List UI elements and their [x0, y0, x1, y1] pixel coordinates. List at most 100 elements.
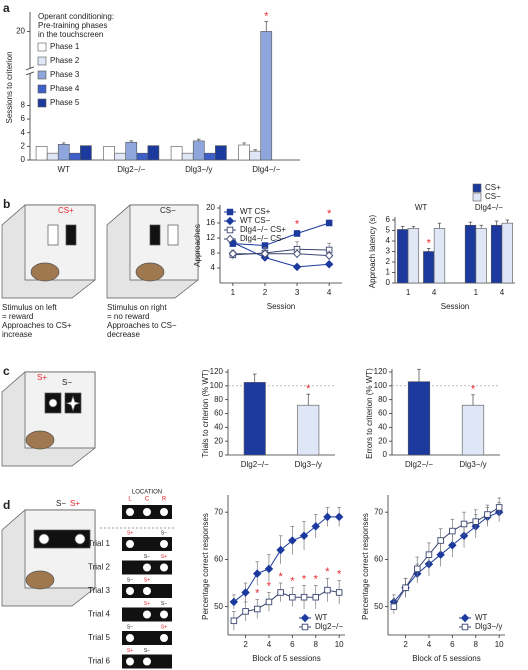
- location-title: LOCATION: [132, 490, 162, 496]
- y-axis-label: Trials to criterion (% WT): [201, 369, 210, 457]
- y-tick-label: 60: [378, 409, 387, 418]
- marker: [324, 260, 334, 269]
- marker: [289, 593, 296, 601]
- panel-label: b: [3, 197, 10, 211]
- stimulus-icon: [160, 540, 168, 548]
- panel-label: d: [3, 498, 10, 512]
- trial-strip: [122, 537, 172, 551]
- y-tick-label: 20: [16, 27, 25, 36]
- y-tick-label: 1: [386, 268, 391, 277]
- y-axis-label: Sessions to criterion: [5, 51, 14, 123]
- y-tick-label: 60: [214, 409, 223, 418]
- trial-stimulus-label: S+: [127, 648, 133, 654]
- bar: [57, 144, 70, 161]
- y-tick-label: 50: [374, 602, 383, 611]
- series-line: [233, 589, 340, 622]
- stimulus-label: S+: [70, 499, 80, 508]
- significance-label: *: [302, 573, 307, 585]
- marker: [264, 564, 274, 574]
- x-tick-label: 3: [295, 288, 300, 297]
- axis-break: [25, 66, 35, 71]
- bar: [490, 224, 503, 284]
- stimulus-icon: [143, 657, 151, 666]
- stimulus-icon: [126, 508, 134, 516]
- stimulus-label: S−: [56, 499, 66, 508]
- series-line: [232, 253, 330, 257]
- legend-label: Dlg2−/−: [315, 622, 343, 631]
- y-tick-label: 4: [21, 128, 26, 137]
- stimulus-icon: [126, 634, 134, 642]
- significance-label: *: [471, 384, 476, 396]
- trial-stimulus-label: S+: [144, 601, 150, 607]
- bar: [114, 152, 127, 161]
- x-axis-label: Block of 5 sessions: [412, 654, 480, 663]
- legend-label: Phase 4: [50, 84, 80, 93]
- marker: [228, 249, 238, 258]
- y-tick-label: 20: [214, 436, 223, 445]
- bar: [192, 140, 205, 161]
- marker: [324, 251, 334, 260]
- stimulus-icon: [126, 540, 134, 548]
- y-tick-label: 100: [374, 381, 388, 390]
- marker: [260, 249, 270, 258]
- chamber-schematic: [1, 204, 199, 299]
- marker: [292, 249, 302, 258]
- marker: [425, 551, 433, 558]
- legend-label: WT: [315, 613, 328, 622]
- legend-label: WT: [475, 613, 488, 622]
- y-tick-label: 70: [214, 507, 223, 516]
- marker: [277, 589, 284, 596]
- x-tick-label: 2: [243, 640, 248, 649]
- x-tick-label: Dlg3−/y: [295, 460, 322, 469]
- bar: [238, 144, 250, 161]
- bar: [80, 145, 92, 161]
- y-tick-label: 4: [211, 263, 216, 272]
- trial-stimulus-label: S−: [127, 624, 133, 630]
- marker: [472, 518, 480, 525]
- y-tick-label: 12: [206, 233, 215, 242]
- marker: [226, 208, 234, 216]
- marker: [312, 593, 320, 601]
- marker: [292, 262, 302, 272]
- marker: [323, 512, 332, 522]
- legend-label: WT CS+: [240, 207, 271, 216]
- legend-swatch: [37, 98, 47, 108]
- chamber-schematic: [1, 509, 96, 607]
- bar: [181, 152, 194, 161]
- y-tick-label: 6: [386, 215, 391, 224]
- marker: [253, 605, 261, 613]
- legend-swatch: [37, 84, 47, 94]
- bar: [46, 152, 59, 161]
- stimulus-icon: [160, 563, 168, 572]
- bar: [103, 146, 115, 161]
- panel-label: a: [3, 1, 10, 15]
- marker: [300, 593, 308, 601]
- marker: [324, 586, 331, 594]
- y-tick-label: 70: [374, 507, 383, 516]
- x-tick-label: 1: [231, 288, 236, 297]
- trial-stimulus-label: S−: [144, 554, 150, 560]
- bar: [215, 145, 227, 161]
- location-label: R: [162, 497, 167, 503]
- legend-label: WT CS−: [240, 216, 271, 225]
- trial-label: Trial 2: [88, 563, 110, 572]
- y-axis-label: Errors to criterion (% WT): [365, 368, 374, 459]
- x-axis-label: Block of 5 sessions: [252, 654, 320, 663]
- marker: [241, 588, 250, 597]
- y-tick-label: 0: [386, 278, 391, 287]
- legend-label: Dlg3−/y: [475, 622, 502, 631]
- significance-label: *: [306, 383, 311, 395]
- legend-label: CS+: [485, 183, 501, 192]
- y-axis-label: Approaches: [193, 224, 202, 267]
- y-tick-label: 120: [210, 367, 224, 376]
- y-tick-label: 0: [383, 450, 388, 459]
- trial-label: Trial 1: [88, 539, 110, 548]
- y-tick-label: 4: [386, 236, 391, 245]
- marker: [225, 234, 235, 244]
- significance-label: *: [279, 571, 284, 583]
- marker: [242, 608, 249, 615]
- y-tick-label: 2: [386, 257, 391, 266]
- trial-stimulus-label: S−: [161, 530, 167, 536]
- legend-swatch: [472, 192, 482, 202]
- x-tick-label: Dlg3−/y: [185, 165, 212, 174]
